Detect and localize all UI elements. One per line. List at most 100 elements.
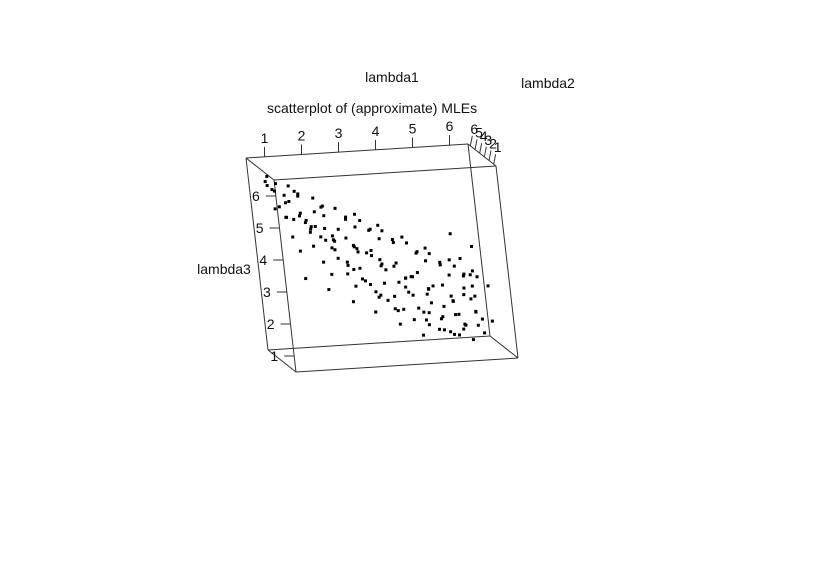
data-point (438, 260, 442, 264)
data-point (324, 238, 328, 242)
box-edge (467, 143, 497, 167)
data-point (355, 247, 359, 251)
data-point (400, 235, 404, 239)
z-tick-label: 5 (256, 220, 264, 236)
data-point (469, 297, 473, 301)
data-point (453, 332, 457, 336)
y-tick-label: 1 (494, 139, 502, 155)
data-point (391, 240, 395, 244)
data-point (330, 246, 334, 250)
x-axis: 1 2 3 4 5 6 (261, 118, 454, 157)
data-point (380, 229, 384, 233)
data-point (330, 272, 334, 276)
data-point (358, 219, 362, 222)
y-axis-label: lambda2 (521, 75, 575, 91)
y-tick-label: 3 (484, 132, 492, 148)
data-point (417, 306, 421, 310)
box-edge (273, 165, 497, 181)
z-axis-label: lambda3 (197, 261, 251, 277)
data-point (382, 281, 386, 285)
data-point (284, 201, 288, 205)
data-point (265, 174, 269, 178)
data-point (274, 182, 277, 186)
data-point (377, 295, 381, 299)
data-point (431, 284, 435, 288)
data-point (411, 275, 414, 279)
data-point (377, 237, 381, 241)
data-point (449, 330, 453, 334)
data-point (358, 266, 362, 270)
data-point (439, 317, 443, 321)
box-edge (295, 357, 519, 373)
data-point (473, 294, 477, 298)
data-point (263, 180, 267, 184)
data-point (462, 286, 466, 290)
data-point (368, 283, 372, 287)
data-point (394, 261, 398, 265)
data-point (476, 323, 480, 327)
box-edge (467, 143, 491, 337)
z-tick-label: 2 (267, 316, 275, 332)
data-point (441, 315, 445, 319)
data-point (330, 234, 334, 238)
y-tick-mark (479, 143, 483, 154)
data-point (424, 318, 428, 322)
data-point (412, 318, 416, 322)
data-point (351, 300, 355, 304)
data-point (336, 227, 340, 231)
x-tick-label: 1 (261, 130, 269, 146)
y-tick-label: 5 (475, 125, 483, 141)
data-point (356, 250, 360, 254)
data-point (452, 264, 456, 268)
data-point (319, 235, 323, 239)
data-point (442, 304, 446, 308)
data-point (352, 268, 356, 271)
data-point (344, 215, 348, 219)
x-tick-label: 2 (298, 128, 306, 144)
data-point (346, 263, 350, 267)
data-point (384, 268, 388, 272)
data-point (277, 205, 281, 209)
data-point (272, 189, 276, 193)
data-point (438, 263, 442, 267)
data-point (470, 284, 474, 288)
data-point (374, 290, 378, 294)
data-point (425, 292, 429, 296)
data-point (331, 238, 335, 242)
data-point (270, 188, 274, 192)
data-point (424, 259, 428, 263)
data-point (462, 327, 466, 331)
y-tick-mark (493, 154, 497, 165)
data-point (291, 235, 295, 239)
data-point (422, 310, 426, 314)
data-point (471, 338, 475, 342)
chart-title: scatterplot of (approximate) MLEs (267, 100, 477, 116)
data-point (426, 287, 430, 291)
data-point (344, 236, 348, 240)
data-point (458, 333, 461, 337)
data-point (404, 285, 408, 289)
box-edge (245, 143, 469, 159)
data-point (379, 293, 383, 297)
data-point (304, 277, 308, 281)
z-tick-label: 4 (259, 252, 267, 268)
data-point (370, 254, 374, 258)
x-axis-label: lambda1 (365, 69, 419, 85)
z-tick-label: 1 (270, 348, 278, 364)
data-point (363, 279, 367, 283)
data-point (368, 227, 372, 231)
data-point (393, 307, 397, 311)
data-point (393, 294, 397, 298)
data-point (282, 193, 286, 197)
data-point (374, 310, 378, 314)
data-point (333, 206, 337, 210)
data-point (457, 312, 461, 316)
y-tick-mark (469, 135, 473, 146)
data-point (323, 226, 327, 230)
data-point (313, 224, 317, 228)
data-point (380, 262, 384, 266)
box-edge (267, 335, 491, 351)
data-point (286, 184, 290, 188)
z-tick-label: 6 (252, 188, 260, 204)
data-point (490, 319, 494, 323)
